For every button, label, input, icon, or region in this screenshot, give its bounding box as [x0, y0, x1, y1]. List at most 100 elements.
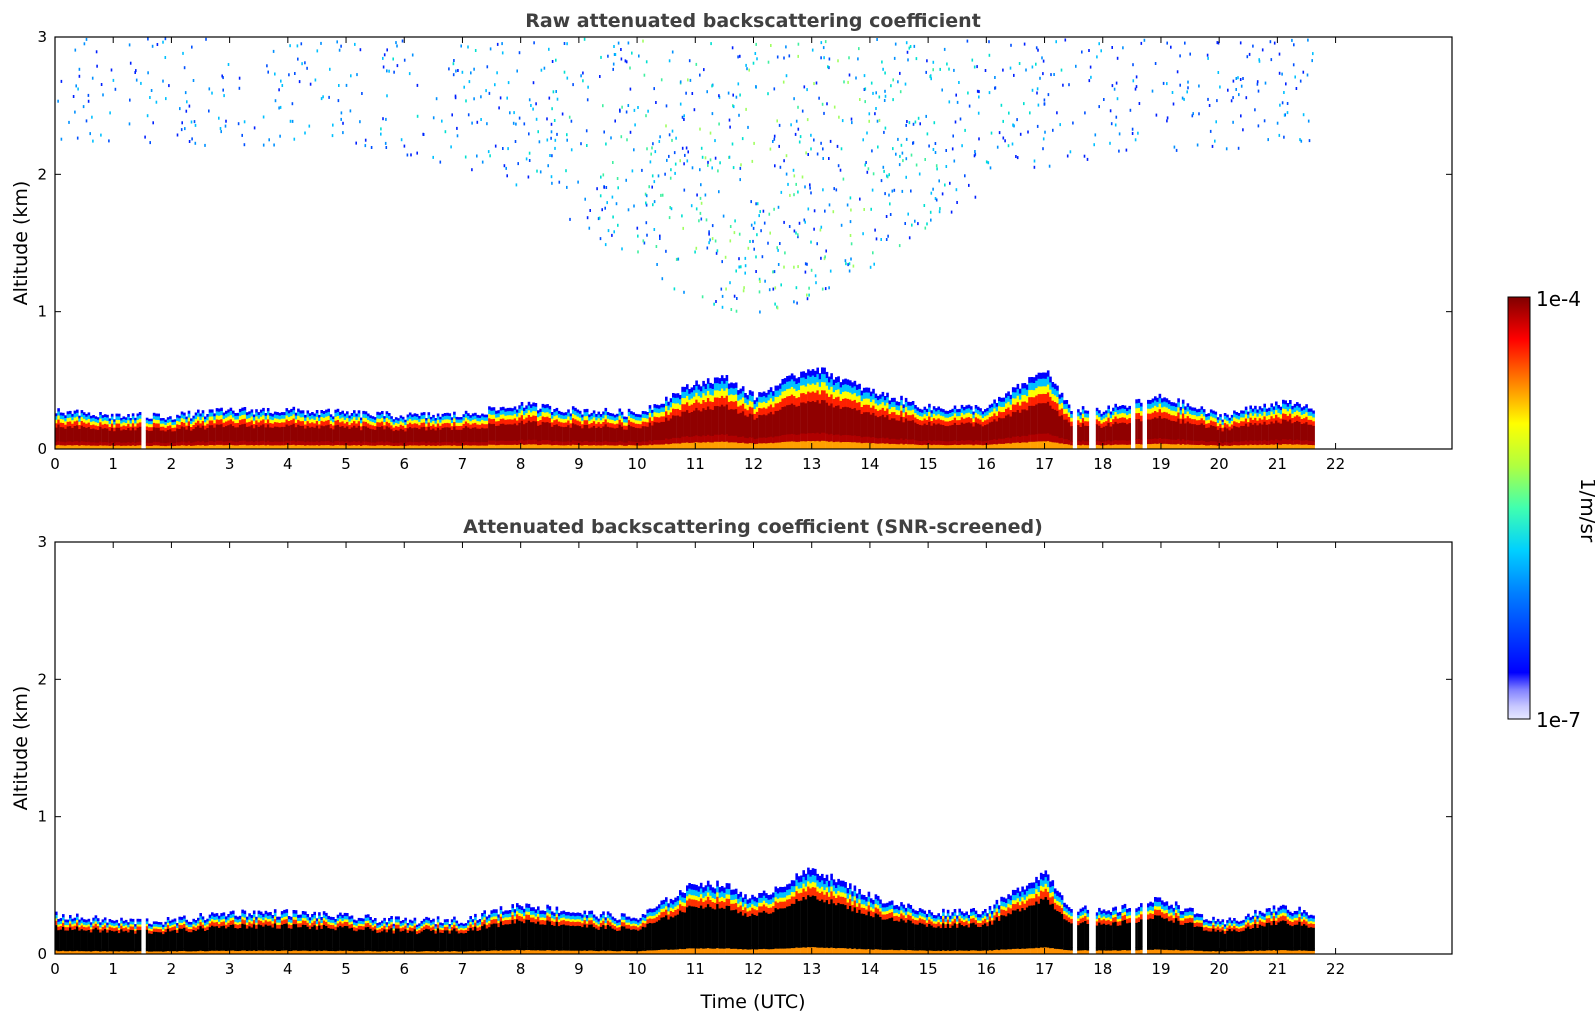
- boundary-layer-cell: [234, 441, 237, 446]
- boundary-layer-cell: [681, 442, 684, 449]
- boundary-layer-cell: [900, 400, 903, 406]
- boundary-layer-cell: [730, 401, 733, 410]
- boundary-layer-cell: [1272, 444, 1276, 449]
- boundary-layer-cell: [1123, 440, 1127, 446]
- boundary-layer-cell: [1179, 410, 1183, 415]
- noise-pixel: [238, 76, 241, 80]
- boundary-layer-cell: [159, 423, 163, 428]
- boundary-layer-cell: [567, 416, 570, 421]
- noise-pixel: [652, 203, 654, 207]
- boundary-layer-cell: [688, 413, 691, 438]
- boundary-layer-cell: [1186, 444, 1190, 449]
- boundary-layer-cell: [695, 442, 698, 449]
- boundary-layer-cell: [1011, 392, 1015, 399]
- boundary-layer-cell: [1312, 445, 1315, 449]
- boundary-layer-cell: [881, 407, 885, 416]
- noise-pixel: [1278, 133, 1281, 137]
- boundary-layer-cell: [1249, 409, 1252, 414]
- boundary-layer-cell: [874, 398, 878, 404]
- noise-pixel: [87, 99, 90, 103]
- boundary-layer-cell: [432, 428, 435, 443]
- boundary-layer-cell: [932, 440, 936, 446]
- noise-pixel: [868, 119, 870, 123]
- noise-pixel: [978, 90, 980, 94]
- boundary-layer-cell: [280, 412, 284, 416]
- boundary-layer-cell: [706, 390, 710, 399]
- boundary-layer-cell: [602, 426, 605, 442]
- boundary-layer-cell: [979, 408, 982, 412]
- boundary-layer-cell: [1098, 445, 1101, 449]
- noise-pixel: [795, 286, 798, 290]
- noise-pixel: [1239, 78, 1242, 81]
- boundary-layer-cell: [627, 420, 631, 426]
- boundary-layer-cell: [408, 412, 412, 416]
- boundary-layer-cell: [653, 404, 656, 409]
- boundary-layer-cell: [269, 441, 272, 446]
- noise-pixel: [711, 224, 714, 228]
- boundary-layer-cell: [909, 439, 913, 445]
- boundary-layer-cell: [783, 441, 787, 449]
- boundary-layer-cell: [1065, 439, 1069, 445]
- boundary-layer-cell: [1086, 426, 1090, 442]
- boundary-layer-cell: [658, 413, 661, 418]
- boundary-layer-cell: [1046, 433, 1050, 442]
- boundary-layer-cell: [993, 419, 996, 440]
- boundary-layer-cell: [557, 413, 561, 419]
- boundary-layer-cell: [772, 401, 775, 408]
- boundary-layer-cell: [781, 379, 784, 386]
- noise-pixel: [956, 201, 958, 204]
- boundary-layer-cell: [783, 378, 787, 385]
- boundary-layer-cell: [276, 418, 279, 423]
- noise-pixel: [645, 114, 647, 118]
- boundary-layer-cell: [392, 443, 396, 447]
- boundary-layer-cell: [804, 378, 808, 387]
- boundary-layer-cell: [1053, 388, 1057, 396]
- boundary-layer-cell: [271, 441, 275, 446]
- noise-pixel: [539, 170, 542, 174]
- noise-pixel: [734, 219, 736, 223]
- noise-pixel: [885, 238, 888, 241]
- boundary-layer-cell: [790, 387, 794, 396]
- boundary-layer-cell: [499, 444, 503, 449]
- boundary-layer-cell: [292, 414, 296, 420]
- boundary-layer-cell: [506, 424, 510, 442]
- boundary-layer-cell: [530, 404, 533, 409]
- boundary-layer-cell: [392, 419, 396, 423]
- noise-pixel: [742, 289, 745, 293]
- boundary-layer-cell: [318, 424, 321, 429]
- noise-pixel: [494, 144, 497, 148]
- noise-pixel: [184, 91, 187, 95]
- boundary-layer-cell: [1207, 413, 1211, 417]
- boundary-layer-cell: [1256, 416, 1259, 421]
- noise-pixel: [867, 167, 870, 171]
- boundary-layer-cell: [108, 430, 112, 444]
- boundary-layer-cell: [802, 377, 805, 386]
- boundary-layer-cell: [944, 413, 947, 419]
- boundary-layer-cell: [911, 444, 915, 449]
- boundary-layer-cell: [422, 418, 426, 423]
- boundary-layer-cell: [1147, 444, 1150, 449]
- noise-pixel: [749, 240, 751, 243]
- noise-pixel: [580, 142, 582, 146]
- boundary-layer-cell: [394, 429, 398, 444]
- boundary-layer-cell: [378, 412, 382, 416]
- boundary-layer-cell: [99, 445, 102, 449]
- boundary-layer-cell: [117, 413, 121, 417]
- noise-pixel: [683, 118, 685, 121]
- boundary-layer-cell: [702, 400, 705, 409]
- boundary-layer-cell: [341, 410, 344, 415]
- panel-raw: Raw attenuated backscattering coefficien…: [10, 10, 1453, 473]
- boundary-layer-cell: [1200, 406, 1204, 411]
- boundary-layer-cell: [984, 412, 987, 417]
- boundary-layer-cell: [849, 407, 852, 436]
- noise-pixel: [1227, 88, 1229, 92]
- boundary-layer-cell: [271, 423, 275, 429]
- boundary-layer-cell: [972, 445, 975, 449]
- boundary-layer-cell: [914, 408, 917, 414]
- boundary-layer-cell: [327, 411, 330, 417]
- noise-pixel: [759, 280, 761, 283]
- boundary-layer-cell: [509, 407, 512, 412]
- boundary-layer-cell: [499, 440, 503, 446]
- noise-pixel: [637, 234, 639, 238]
- boundary-layer-cell: [162, 430, 165, 444]
